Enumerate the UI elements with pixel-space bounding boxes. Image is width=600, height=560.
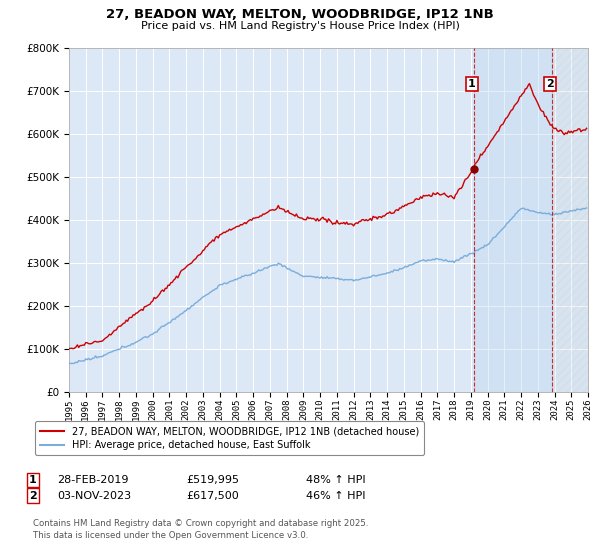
Text: 03-NOV-2023: 03-NOV-2023: [57, 491, 131, 501]
Bar: [552, 48, 588, 392]
Text: 46% ↑ HPI: 46% ↑ HPI: [306, 491, 365, 501]
Text: 27, BEADON WAY, MELTON, WOODBRIDGE, IP12 1NB: 27, BEADON WAY, MELTON, WOODBRIDGE, IP12…: [106, 8, 494, 21]
Bar: [473, 48, 552, 392]
Text: 48% ↑ HPI: 48% ↑ HPI: [306, 475, 365, 485]
Text: 1: 1: [29, 475, 37, 485]
Text: £519,995: £519,995: [186, 475, 239, 485]
Text: 2: 2: [546, 79, 554, 89]
Text: 2: 2: [29, 491, 37, 501]
Text: Contains HM Land Registry data © Crown copyright and database right 2025.
This d: Contains HM Land Registry data © Crown c…: [33, 519, 368, 540]
Text: £617,500: £617,500: [186, 491, 239, 501]
Text: 28-FEB-2019: 28-FEB-2019: [57, 475, 128, 485]
Text: 1: 1: [468, 79, 476, 89]
Legend: 27, BEADON WAY, MELTON, WOODBRIDGE, IP12 1NB (detached house), HPI: Average pric: 27, BEADON WAY, MELTON, WOODBRIDGE, IP12…: [35, 421, 424, 455]
Text: Price paid vs. HM Land Registry's House Price Index (HPI): Price paid vs. HM Land Registry's House …: [140, 21, 460, 31]
